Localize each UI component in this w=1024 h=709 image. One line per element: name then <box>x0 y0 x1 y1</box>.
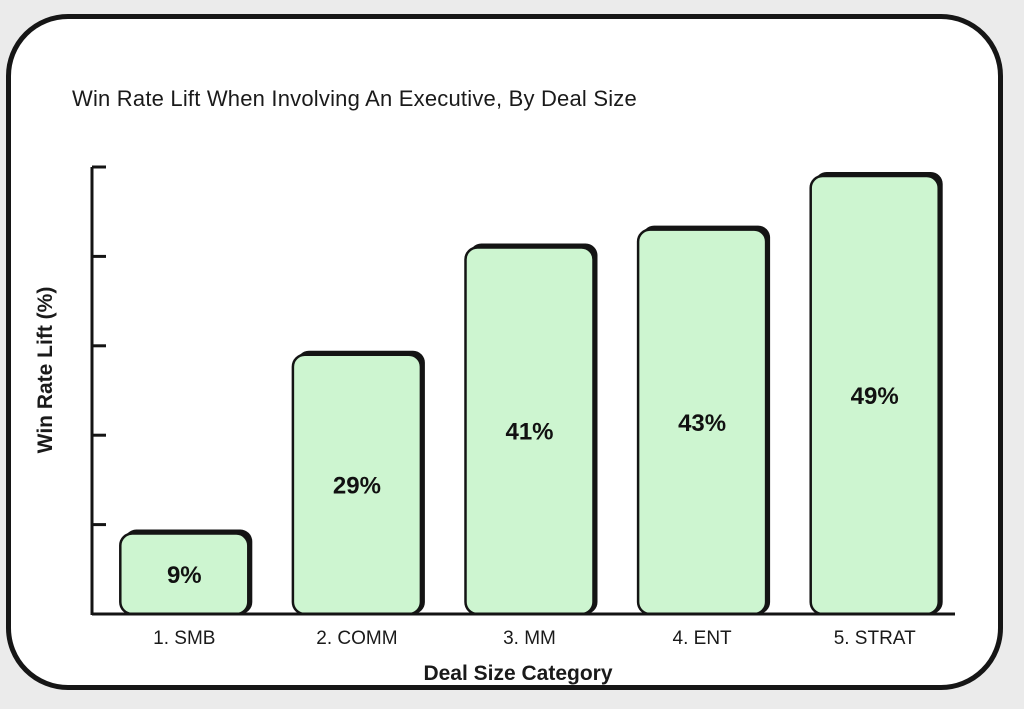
y-axis-label: Win Rate Lift (%) <box>34 287 57 454</box>
x-tick-label: 4. ENT <box>673 628 733 649</box>
data-label: 49% <box>851 383 899 410</box>
axes-group <box>90 165 955 616</box>
x-tick-label: 2. COMM <box>316 628 397 649</box>
x-tick-label: 1. SMB <box>153 628 215 649</box>
bars-group <box>119 171 943 616</box>
labels-group: 9% 1. SMB 29% 2. COMM 41% 3. MM 43% 4. ENT 49% 5.… <box>153 383 916 649</box>
data-label: 41% <box>505 419 553 446</box>
x-axis-label: Deal Size Category <box>423 662 612 685</box>
data-label: 9% <box>167 562 202 589</box>
x-tick-label: 3. MM <box>503 628 556 649</box>
data-label: 43% <box>678 410 726 437</box>
data-label: 29% <box>333 472 381 499</box>
x-tick-label: 5. STRAT <box>834 628 916 649</box>
chart-title: Win Rate Lift When Involving An Executiv… <box>72 86 637 111</box>
